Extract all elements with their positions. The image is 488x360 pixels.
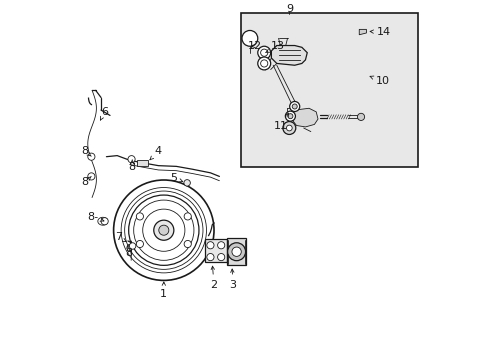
- Text: 12: 12: [248, 41, 262, 51]
- Bar: [137, 160, 147, 166]
- Circle shape: [217, 253, 224, 261]
- Circle shape: [242, 31, 257, 46]
- Circle shape: [159, 225, 168, 235]
- Text: 7: 7: [115, 232, 126, 242]
- Circle shape: [357, 113, 364, 121]
- Circle shape: [227, 243, 245, 261]
- Text: 6: 6: [100, 107, 108, 120]
- Text: 8: 8: [81, 176, 91, 187]
- Text: 4: 4: [150, 146, 162, 160]
- Circle shape: [113, 180, 214, 280]
- Text: 11: 11: [273, 113, 288, 131]
- Circle shape: [128, 156, 135, 163]
- Circle shape: [184, 213, 191, 220]
- Circle shape: [88, 153, 95, 160]
- Circle shape: [257, 57, 270, 70]
- Circle shape: [217, 242, 224, 249]
- Circle shape: [286, 125, 292, 131]
- Circle shape: [285, 111, 295, 121]
- Polygon shape: [359, 30, 366, 35]
- Text: 9: 9: [285, 4, 292, 14]
- Text: 1: 1: [160, 282, 167, 299]
- Text: 8: 8: [81, 146, 91, 156]
- Text: 2: 2: [210, 266, 217, 290]
- Circle shape: [289, 102, 299, 112]
- Polygon shape: [292, 108, 317, 127]
- Text: 5: 5: [170, 173, 183, 183]
- Circle shape: [129, 243, 136, 249]
- Text: 3: 3: [229, 269, 236, 290]
- Text: 10: 10: [369, 76, 389, 86]
- Polygon shape: [271, 45, 306, 65]
- Circle shape: [88, 173, 95, 180]
- Circle shape: [206, 242, 214, 249]
- Text: 8: 8: [125, 248, 132, 258]
- Text: 13: 13: [265, 41, 285, 53]
- Circle shape: [231, 247, 241, 256]
- Circle shape: [183, 180, 190, 186]
- Bar: [226, 238, 246, 265]
- Circle shape: [206, 253, 214, 261]
- Text: 8: 8: [128, 160, 135, 172]
- Circle shape: [257, 46, 270, 59]
- Bar: [241, 13, 418, 167]
- Circle shape: [136, 240, 143, 248]
- Text: 8-: 8-: [87, 212, 103, 221]
- Circle shape: [292, 104, 297, 109]
- Circle shape: [153, 220, 174, 240]
- Text: 14: 14: [369, 27, 390, 37]
- Circle shape: [184, 240, 191, 248]
- Circle shape: [260, 49, 267, 56]
- Bar: [204, 239, 226, 262]
- Circle shape: [260, 60, 267, 67]
- Circle shape: [287, 114, 292, 119]
- Circle shape: [136, 213, 143, 220]
- Circle shape: [101, 218, 108, 225]
- Circle shape: [282, 122, 295, 134]
